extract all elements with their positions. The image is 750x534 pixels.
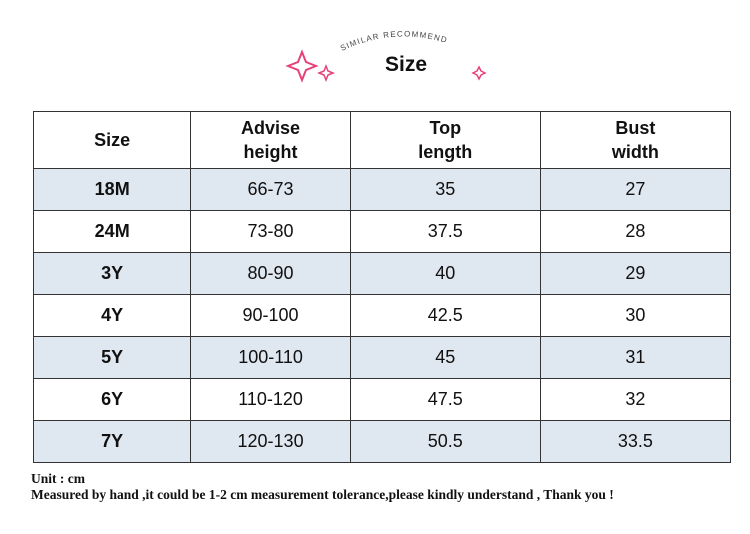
header: SIMILAR RECOMMEND Size <box>285 29 487 83</box>
table-row: 3Y 80-90 40 29 <box>32 252 732 295</box>
table-cell: 28 <box>539 210 732 253</box>
table-cell: 27 <box>539 168 732 211</box>
table-cell: 110-120 <box>190 378 351 421</box>
header-row: Size Advise height Top length Bust width <box>32 111 732 169</box>
table-cell: 33.5 <box>539 420 732 463</box>
table-cell: 4Y <box>32 294 192 337</box>
table-cell: 90-100 <box>190 294 351 337</box>
table-cell: 66-73 <box>190 168 351 211</box>
table-cell: 73-80 <box>190 210 351 253</box>
table-row: 5Y 100-110 45 31 <box>32 336 732 379</box>
arc-text-path: SIMILAR RECOMMEND <box>339 29 448 52</box>
table-cell: 35 <box>349 168 541 211</box>
column-header-text: Top length <box>418 118 473 162</box>
table-cell: 37.5 <box>349 210 541 253</box>
table-cell: 18M <box>32 168 192 211</box>
table-cell: 45 <box>349 336 541 379</box>
table-cell: 5Y <box>32 336 192 379</box>
table-cell: 30 <box>539 294 732 337</box>
table-row: 18M 66-73 35 27 <box>32 168 732 211</box>
note: Measured by hand ,it could be 1-2 cm mea… <box>31 487 614 502</box>
table-cell: 31 <box>539 336 732 379</box>
size-table: Size Advise height Top length Bust width 18… <box>32 111 732 463</box>
table-cell: 120-130 <box>190 420 351 463</box>
star-icon <box>471 65 487 81</box>
table-row: 24M 73-80 37.5 28 <box>32 210 732 253</box>
table-row: 7Y 120-130 50.5 33.5 <box>32 420 732 463</box>
table-row: 4Y 90-100 42.5 30 <box>32 294 732 337</box>
column-header: Bust width <box>539 111 732 169</box>
arc-text: SIMILAR RECOMMEND <box>339 29 449 52</box>
column-header: Top length <box>349 111 541 169</box>
column-header-text: Advise height <box>241 118 301 162</box>
table-cell: 42.5 <box>349 294 541 337</box>
column-header-text: Size <box>94 130 131 150</box>
table-cell: 47.5 <box>349 378 541 421</box>
table-body: 18M 66-73 35 27 24M 73-80 37.5 28 3Y 80-90 40 29 4Y 9… <box>32 168 732 463</box>
star-icon <box>316 63 336 83</box>
table-row: 6Y 110-120 47.5 32 <box>32 378 732 421</box>
table-cell: 3Y <box>32 252 192 295</box>
column-header-text: Bust width <box>611 118 659 162</box>
table-cell: 80-90 <box>190 252 351 295</box>
table-cell: 40 <box>349 252 541 295</box>
table-cell: 32 <box>539 378 732 421</box>
table-cell: 6Y <box>32 378 192 421</box>
table-cell: 7Y <box>32 420 192 463</box>
column-header: Size <box>32 111 192 169</box>
column-header: Advise height <box>190 111 351 169</box>
star-icon <box>285 49 319 83</box>
table-cell: 29 <box>539 252 732 295</box>
notes: Unit : cm Measured by hand ,it could be … <box>31 471 614 503</box>
title: Size <box>385 53 427 76</box>
table-cell: 100-110 <box>190 336 351 379</box>
table-cell: 50.5 <box>349 420 541 463</box>
table-cell: 24M <box>32 210 192 253</box>
note: Unit : cm <box>31 471 85 486</box>
